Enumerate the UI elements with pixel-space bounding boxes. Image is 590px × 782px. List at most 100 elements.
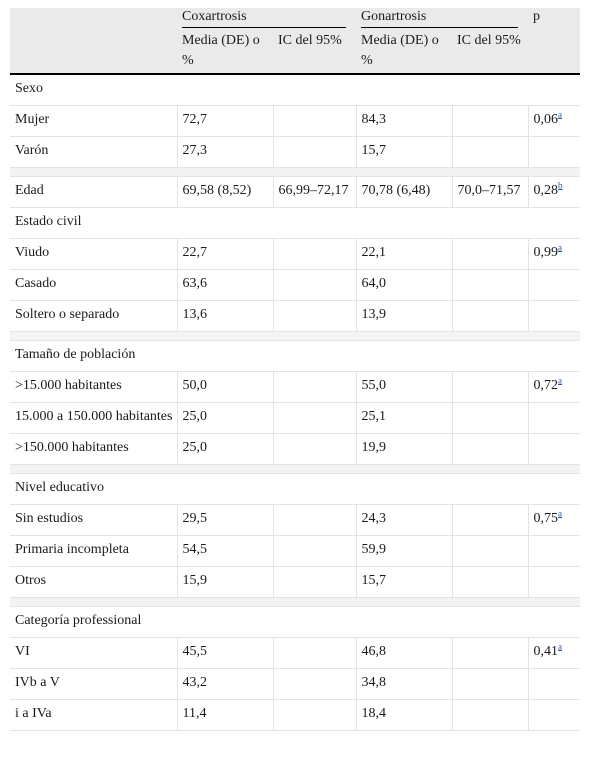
table-row: >150.000 habitantes 25,0 19,9 xyxy=(10,433,581,465)
table-row: Primaria incompleta 54,5 59,9 xyxy=(10,535,581,567)
cox-ci-cell xyxy=(272,535,356,567)
footnote-link[interactable]: a xyxy=(558,375,563,386)
gon-ci-cell xyxy=(451,269,529,301)
category-label: Tamaño de población xyxy=(10,340,581,372)
row-label: Otros xyxy=(10,566,177,598)
category-row: Tamaño de población xyxy=(10,340,581,372)
gon-mean-cell: 15,7 xyxy=(355,566,452,598)
p-value-cell xyxy=(527,668,581,700)
p-value: 0,28 xyxy=(533,183,559,198)
table-row: Mujer 72,7 84,3 0,06a xyxy=(10,105,581,137)
p-value: 0,72 xyxy=(533,378,559,393)
p-value-cell xyxy=(527,402,581,434)
gon-mean-cell: 34,8 xyxy=(355,668,452,700)
gon-ci-cell xyxy=(451,371,529,403)
p-value-cell: 0,99a xyxy=(527,238,581,270)
cox-mean-cell: 69,58 (8,52) xyxy=(176,176,273,208)
row-label: Casado xyxy=(10,269,177,301)
gon-ci-cell xyxy=(451,105,529,137)
section-spacer xyxy=(10,464,581,474)
gon-mean-cell: 22,1 xyxy=(355,238,452,270)
p-value-cell xyxy=(527,433,581,465)
cox-ci-cell xyxy=(272,105,356,137)
cox-mean-cell: 25,0 xyxy=(176,433,273,465)
gon-ci-cell xyxy=(451,566,529,598)
table-row: Sin estudios 29,5 24,3 0,75a xyxy=(10,504,581,536)
p-value-cell: 0,28b xyxy=(527,176,581,208)
row-label: IVb a V xyxy=(10,668,177,700)
footnote-link[interactable]: a xyxy=(558,242,563,253)
cox-mean-cell: 63,6 xyxy=(176,269,273,301)
cox-ci-cell xyxy=(272,238,356,270)
category-row: Estado civil xyxy=(10,207,581,239)
gon-mean-cell: 25,1 xyxy=(355,402,452,434)
row-label: Sin estudios xyxy=(10,504,177,536)
category-row: Categoría professional xyxy=(10,606,581,638)
footnote-link[interactable]: b xyxy=(558,180,563,191)
group-header-coxartrosis: Coxartrosis xyxy=(177,8,356,28)
footnote-link[interactable]: a xyxy=(558,641,563,652)
table-row: VI 45,5 46,8 0,41a xyxy=(10,637,581,669)
table-row: >15.000 habitantes 50,0 55,0 0,72a xyxy=(10,371,581,403)
category-label: Categoría professional xyxy=(10,606,581,638)
gon-ci-cell xyxy=(451,535,529,567)
gon-ci-cell xyxy=(451,668,529,700)
row-label: >150.000 habitantes xyxy=(10,433,177,465)
cox-mean-cell: 25,0 xyxy=(176,402,273,434)
gon-mean-cell: 70,78 (6,48) xyxy=(355,176,452,208)
footnote-link[interactable]: a xyxy=(558,109,563,120)
gon-mean-cell: 18,4 xyxy=(355,699,452,731)
cox-mean-cell: 29,5 xyxy=(176,504,273,536)
group-header-gonartrosis: Gonartrosis xyxy=(356,8,529,28)
table-row: i a IVa 11,4 18,4 xyxy=(10,699,581,731)
cox-ci-cell xyxy=(272,699,356,731)
gon-ci-cell xyxy=(451,402,529,434)
section-spacer xyxy=(10,597,581,607)
table-row: 15.000 a 150.000 habitantes 25,0 25,1 xyxy=(10,402,581,434)
p-value-cell xyxy=(527,535,581,567)
row-label: Soltero o separado xyxy=(10,300,177,332)
gon-ci-cell xyxy=(451,238,529,270)
cox-ci-cell xyxy=(272,504,356,536)
row-label: Varón xyxy=(10,136,177,168)
header-cox-ci: IC del 95% xyxy=(273,28,356,75)
table-row: IVb a V 43,2 34,8 xyxy=(10,668,581,700)
cox-ci-cell: 66,99–72,17 xyxy=(272,176,356,208)
p-value-cell xyxy=(527,300,581,332)
header-p: p xyxy=(528,8,581,75)
footnote-marker: b xyxy=(558,180,563,190)
cox-ci-cell xyxy=(272,136,356,168)
gon-mean-cell: 59,9 xyxy=(355,535,452,567)
gon-mean-cell: 15,7 xyxy=(355,136,452,168)
footnote-marker: a xyxy=(558,508,562,518)
row-label: i a IVa xyxy=(10,699,177,731)
footnote-link[interactable]: a xyxy=(558,508,563,519)
gon-mean-cell: 64,0 xyxy=(355,269,452,301)
footnote-marker: a xyxy=(558,109,562,119)
cox-ci-cell xyxy=(272,402,356,434)
p-value-cell: 0,41a xyxy=(527,637,581,669)
gon-ci-cell xyxy=(451,136,529,168)
row-label: VI xyxy=(10,637,177,669)
row-label: Mujer xyxy=(10,105,177,137)
p-value-cell xyxy=(527,269,581,301)
header-gon-mean: Media (DE) o % xyxy=(356,28,452,75)
spacer-cell xyxy=(10,597,581,607)
category-row: Sexo xyxy=(10,74,581,106)
spacer-cell xyxy=(10,331,581,341)
spacer-cell xyxy=(10,464,581,474)
p-value: 0,06 xyxy=(533,112,559,127)
gon-mean-cell: 13,9 xyxy=(355,300,452,332)
cox-mean-cell: 22,7 xyxy=(176,238,273,270)
p-value-cell: 0,75a xyxy=(527,504,581,536)
cox-mean-cell: 72,7 xyxy=(176,105,273,137)
p-value-cell: 0,06a xyxy=(527,105,581,137)
data-table: Coxartrosis Gonartrosis p Media (DE) o %… xyxy=(10,8,581,731)
table-row: Soltero o separado 13,6 13,9 xyxy=(10,300,581,332)
gon-mean-cell: 55,0 xyxy=(355,371,452,403)
table-header: Coxartrosis Gonartrosis p Media (DE) o %… xyxy=(10,8,581,75)
table-row: Viudo 22,7 22,1 0,99a xyxy=(10,238,581,270)
spacer-cell xyxy=(10,167,581,177)
gon-mean-cell: 19,9 xyxy=(355,433,452,465)
gon-ci-cell xyxy=(451,637,529,669)
